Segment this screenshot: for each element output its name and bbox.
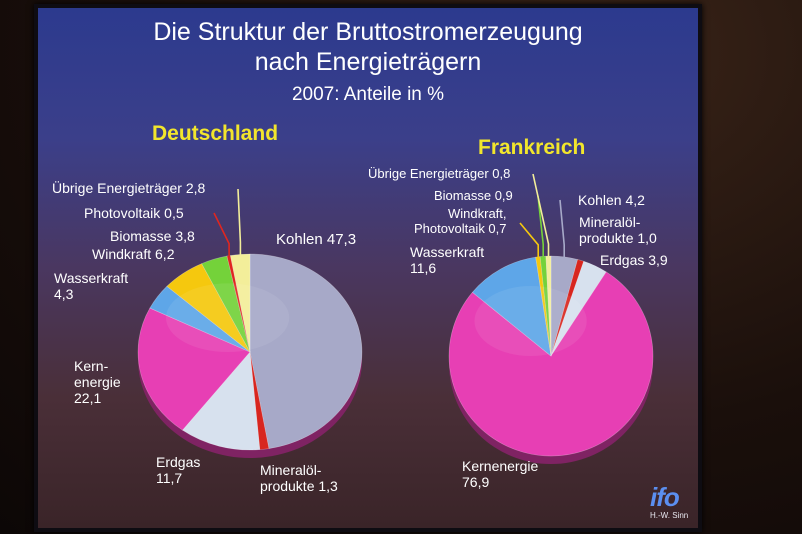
label-de-mineraloel: Mineralöl- produkte 1,3 [260, 462, 338, 494]
slice-fr-erdgas [550, 260, 607, 357]
author-credit: H.-W. Sinn [650, 511, 689, 520]
label-de-wasserkraft: Wasserkraft 4,3 [54, 270, 129, 302]
chart-title-frankreich: Frankreich [478, 136, 586, 159]
slice-de-kernenergie [137, 307, 251, 431]
label-de-biomasse: Biomasse 3,8 [110, 228, 195, 244]
slice-de-erdgas [182, 351, 261, 451]
label-de-uebrige: Übrige Energieträger 2,8 [52, 180, 206, 196]
pie-de-highlight [166, 283, 290, 353]
label-fr-kernenergie: Kernenergie 76,9 [462, 458, 539, 490]
chart-title-deutschland: Deutschland [152, 122, 279, 145]
label-fr-wasserkraft: Wasserkraft 11,6 [410, 244, 485, 276]
label-de-kohlen: Kohlen 47,3 [276, 231, 357, 248]
slice-fr-kernenergie [448, 271, 654, 457]
title-line-1: Die Struktur der Bruttostromerzeugung [153, 18, 583, 46]
label-de-kernenergie: Kern- energie 22,1 [74, 358, 121, 406]
label-de-windkraft: Windkraft 6,2 [92, 246, 175, 262]
label-fr-kohlen: Kohlen 4,2 [578, 192, 645, 208]
slice-de-mineraloelprodukte [249, 351, 270, 450]
leader-de-photovoltaik [213, 212, 230, 258]
leader-fr-kohlen [559, 199, 566, 259]
slice-de-windkraft [166, 263, 251, 353]
leader-lines [213, 173, 566, 259]
label-fr-erdgas: Erdgas 3,9 [600, 252, 668, 268]
leader-fr-uebrige-energietraeger [532, 173, 550, 258]
leader-de-uebrige-energietraeger [237, 188, 242, 257]
label-de-photovoltaik: Photovoltaik 0,5 [84, 205, 184, 221]
pie-charts [137, 173, 654, 464]
label-fr-mineraloel: Mineralöl- produkte 1,0 [579, 214, 657, 246]
label-fr-windkraft: Windkraft, Photovoltaik 0,7 [414, 206, 507, 236]
label-de-erdgas: Erdgas 11,7 [156, 454, 201, 486]
label-fr-uebrige: Übrige Energieträger 0,8 [368, 166, 511, 181]
slice-fr-mineraloelprodukte [550, 259, 585, 357]
leader-fr-biomasse [537, 195, 545, 259]
pie-frankreich [448, 255, 654, 464]
subtitle: 2007: Anteile in % [291, 84, 445, 105]
pie-deutschland [137, 253, 363, 458]
slice-de-biomasse [201, 255, 251, 353]
label-fr-biomasse: Biomasse 0,9 [434, 188, 513, 203]
slice-de-kohlen [249, 253, 363, 449]
pie-fr-highlight [474, 286, 587, 356]
slice-fr-wasserkraft [471, 256, 552, 357]
title-line-2: nach Energieträgern [254, 48, 482, 76]
projection-screen: Die Struktur der Bruttostromerzeugung na… [34, 4, 702, 532]
slice-de-wasserkraft [149, 285, 251, 353]
ifo-logo: ifo [650, 482, 680, 512]
leader-fr-windkraft-photovoltaik [519, 222, 540, 259]
